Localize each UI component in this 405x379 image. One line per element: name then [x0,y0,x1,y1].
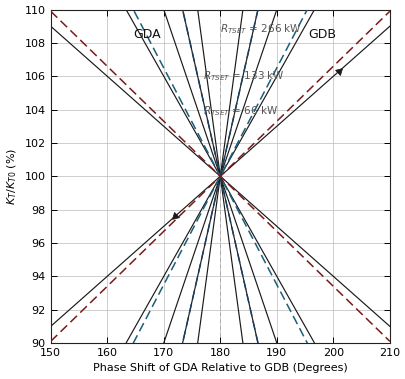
Text: GDA: GDA [133,28,160,41]
Text: GDB: GDB [307,28,335,41]
Text: $R_{TSET}$ = 266 kW: $R_{TSET}$ = 266 kW [220,23,301,36]
Text: $R_{TSET}$ = 66 kW: $R_{TSET}$ = 66 kW [203,104,278,118]
X-axis label: Phase Shift of GDA Relative to GDB (Degrees): Phase Shift of GDA Relative to GDB (Degr… [93,363,347,373]
Text: $R_{TSET}$ = 133 kW: $R_{TSET}$ = 133 kW [203,69,285,83]
Y-axis label: $K_T/K_{T0}$ (%): $K_T/K_{T0}$ (%) [6,148,19,205]
